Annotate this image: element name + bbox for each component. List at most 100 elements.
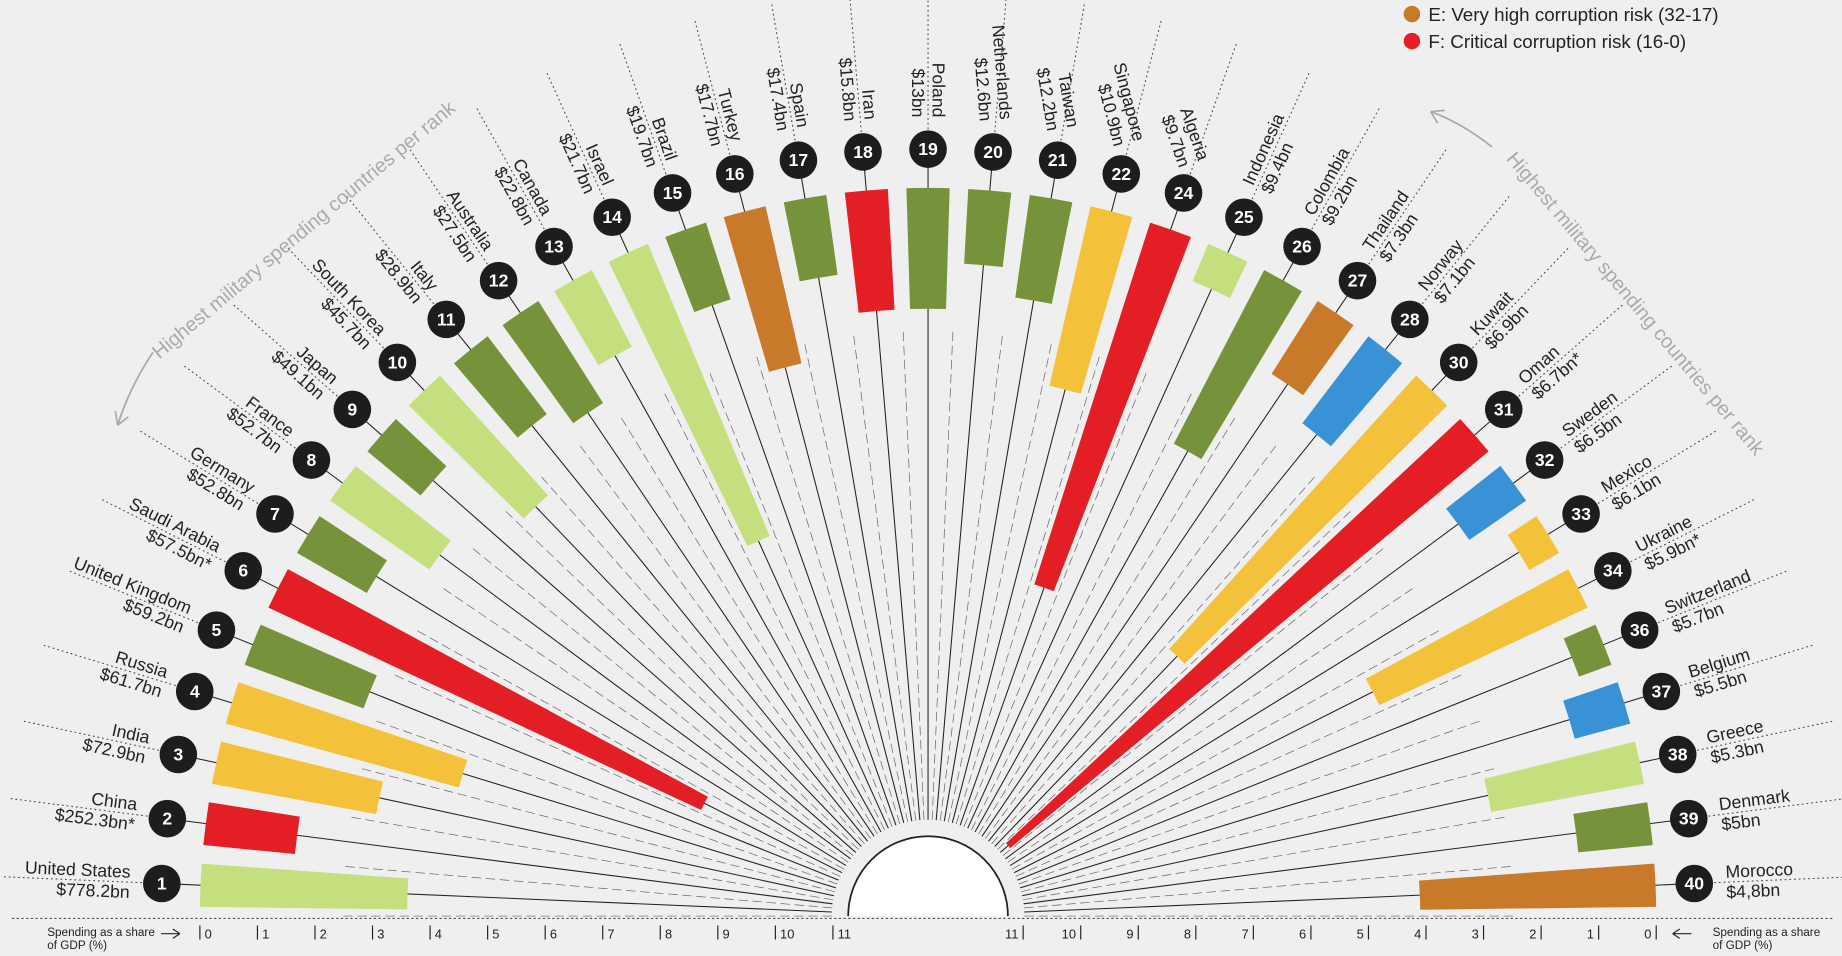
bar <box>665 222 731 313</box>
rank-badge <box>1642 672 1681 711</box>
bar <box>1507 516 1560 571</box>
rank-label: 15 <box>663 183 683 203</box>
rank-label: 31 <box>1494 399 1514 419</box>
country-label: China$252.3bn* <box>54 784 139 834</box>
bar <box>783 195 838 282</box>
x-arrow-right <box>1672 928 1692 939</box>
ray-divider <box>955 354 1101 825</box>
rank-label: 24 <box>1174 183 1194 203</box>
ray-dotted <box>1189 41 1238 175</box>
ray-dotted <box>137 429 259 504</box>
rank-label: 13 <box>544 236 564 256</box>
ray-divider <box>1015 673 1464 877</box>
ray <box>677 207 897 826</box>
rank-badge <box>1338 261 1377 300</box>
ray-divider <box>374 720 838 885</box>
ray-dotted <box>1060 1 1086 141</box>
ray-dotted <box>1125 18 1163 155</box>
ray-divider <box>853 333 917 821</box>
ray-divider <box>503 509 859 850</box>
x-tick-label-left: 9 <box>723 926 730 941</box>
rank-label: 2 <box>162 809 172 829</box>
rank-label: 10 <box>388 352 408 372</box>
ray-divider <box>997 509 1353 850</box>
country-name: United States <box>25 857 132 881</box>
rank-label: 33 <box>1571 504 1591 524</box>
bar <box>268 569 708 810</box>
ray-divider <box>1011 629 1441 870</box>
bar <box>906 187 950 310</box>
rank-badge <box>1484 390 1523 429</box>
x-tick-label-left: 2 <box>320 926 327 941</box>
arrow-right <box>1429 109 1493 148</box>
ray <box>1019 695 1647 889</box>
ray-divider <box>342 865 833 909</box>
ray <box>287 521 847 867</box>
rank-badge <box>1391 300 1429 339</box>
x-label-left: Spending as a share <box>47 926 155 939</box>
legend-swatch <box>1403 32 1421 50</box>
x-tick-label-right: 10 <box>1062 926 1076 941</box>
ray <box>967 230 1239 829</box>
x-tick-label-left: 11 <box>838 926 851 941</box>
rank-label: 27 <box>1348 271 1368 291</box>
rank-badge <box>159 735 198 774</box>
ray-divider <box>1023 865 1514 909</box>
rank-badge <box>479 261 518 300</box>
bar <box>1573 802 1653 853</box>
rank-label: 14 <box>602 207 622 227</box>
bar <box>1173 270 1302 460</box>
ray-divider <box>392 673 841 877</box>
x-tick-label-left: 8 <box>665 926 672 941</box>
rank-badge <box>333 390 372 429</box>
bar <box>1192 243 1248 298</box>
x-tick-label-left: 1 <box>262 926 269 941</box>
rank-label: 9 <box>347 399 357 419</box>
rank-label: 28 <box>1400 309 1420 329</box>
bar <box>1365 569 1588 706</box>
ray-dotted <box>770 1 796 141</box>
ray-divider <box>947 341 1053 822</box>
bar <box>608 243 770 547</box>
country-spending: $13bn <box>908 68 928 117</box>
bar <box>1418 863 1657 910</box>
rank-label: 34 <box>1603 561 1623 581</box>
ray-divider <box>415 629 845 870</box>
ray <box>1005 468 1533 860</box>
ray-dotted <box>1368 147 1449 265</box>
ray <box>363 419 857 853</box>
ray-dotted <box>7 797 148 817</box>
x-arrow-left <box>161 928 181 939</box>
bar <box>1169 375 1448 664</box>
ray-divider <box>978 415 1237 835</box>
rank-badge <box>1669 799 1708 838</box>
ray <box>1009 521 1569 867</box>
ray-dotted <box>408 147 488 265</box>
ray <box>1017 635 1626 881</box>
ray-divider <box>803 341 909 822</box>
rank-badge <box>593 198 631 237</box>
rank-badge <box>1620 611 1659 649</box>
rank-badge <box>427 300 466 339</box>
bar <box>1005 418 1489 849</box>
country-name: Poland <box>928 63 948 118</box>
ray-divider <box>663 391 886 831</box>
ray-dotted <box>1 876 142 884</box>
ray-divider <box>963 371 1148 827</box>
rank-badge <box>844 133 882 171</box>
rank-badge <box>197 611 236 649</box>
bar <box>203 802 300 855</box>
country-name: Iran <box>858 88 881 120</box>
country-spending: $778.2bn <box>56 879 130 902</box>
rank-badge <box>224 552 263 590</box>
x-tick-label-right: 2 <box>1529 926 1536 941</box>
ray <box>935 167 993 821</box>
rank-badge <box>256 495 294 533</box>
bar <box>1563 682 1631 739</box>
ray-divider <box>939 333 1003 821</box>
rank-badge <box>1038 141 1077 179</box>
bar <box>1563 624 1612 677</box>
bar <box>211 741 384 815</box>
rank-badge <box>148 799 187 838</box>
